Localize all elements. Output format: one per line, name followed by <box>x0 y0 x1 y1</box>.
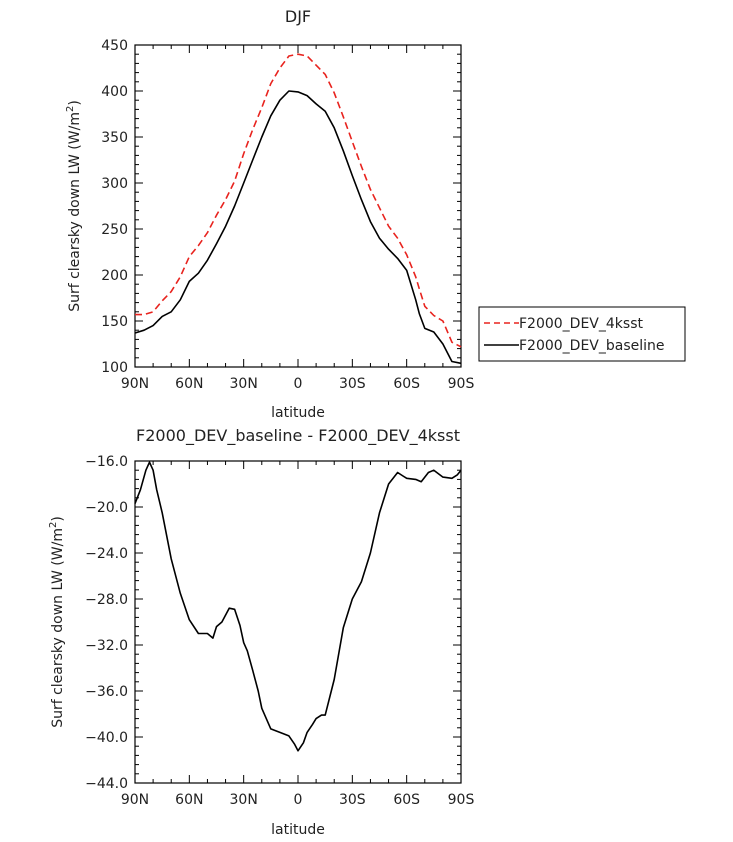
bottom-y-tick-label: −40.0 <box>85 730 128 746</box>
panel-top-plot-frame <box>134 44 462 368</box>
panel-bottom-title: F2000_DEV_baseline - F2000_DEV_4ksst <box>136 426 460 446</box>
top-y-tick-label: 400 <box>101 84 128 100</box>
top-x-tick-label: 60S <box>393 376 420 392</box>
top-series-line-0 <box>135 53 462 348</box>
bottom-y-tick-label: −28.0 <box>85 592 128 608</box>
panel-top-ticks: 90N 60N 30N 0 30S 60S 90S 100 150 200 250 300 350 400… <box>101 38 474 392</box>
bottom-x-tick-label: 30N <box>230 792 258 808</box>
top-x-tick-label: 30S <box>339 376 366 392</box>
legend-label-baseline: F2000_DEV_baseline <box>519 338 665 354</box>
top-x-tick-label: 90N <box>121 376 149 392</box>
bottom-x-tick-label: 30S <box>339 792 366 808</box>
legend-box <box>478 306 686 362</box>
bottom-x-tick-label: 0 <box>294 792 303 808</box>
bottom-y-tick-label: −36.0 <box>85 684 128 700</box>
panel-bottom-ticks: 90N 60N 30N 0 30S 60S 90S −44.0 −40.0 −36.0 −32.0 −… <box>85 454 474 808</box>
top-x-tick-label: 90S <box>448 376 475 392</box>
top-y-tick-label: 300 <box>101 176 128 192</box>
bottom-x-tick-label: 60N <box>175 792 203 808</box>
top-y-tick-label: 100 <box>101 360 128 376</box>
bottom-y-tick-label: −16.0 <box>85 454 128 470</box>
top-y-tick-label: 350 <box>101 130 128 146</box>
bottom-y-tick-label: −44.0 <box>85 776 128 792</box>
top-y-tick-label: 200 <box>101 268 128 284</box>
top-y-tick-label: 250 <box>101 222 128 238</box>
bottom-y-tick-label: −24.0 <box>85 546 128 562</box>
top-x-tick-label: 0 <box>294 376 303 392</box>
bottom-y-tick-label: −20.0 <box>85 500 128 516</box>
bottom-x-tick-label: 60S <box>393 792 420 808</box>
bottom-y-tick-label: −32.0 <box>85 638 128 654</box>
panel-bottom-y-axis-label: Surf clearsky down LW (W/m2) <box>48 516 66 728</box>
top-y-tick-label: 150 <box>101 314 128 330</box>
panel-top-chart: DJF 90N 60N 30N 0 30S 60S 90S 100 150 200 250 300 35… <box>65 7 686 421</box>
bottom-x-tick-label: 90N <box>121 792 149 808</box>
legend-label-4ksst: F2000_DEV_4ksst <box>519 316 643 332</box>
panel-bottom-series <box>134 461 462 752</box>
bottom-series-line-0 <box>134 461 462 752</box>
top-x-tick-label: 60N <box>175 376 203 392</box>
panel-top-x-axis-label: latitude <box>271 405 325 421</box>
panel-bottom-plot-frame <box>134 460 462 784</box>
top-x-tick-label: 30N <box>230 376 258 392</box>
panel-bottom-x-axis-label: latitude <box>271 822 325 838</box>
panel-bottom-chart: F2000_DEV_baseline - F2000_DEV_4ksst 90N… <box>48 426 474 838</box>
top-y-tick-label: 450 <box>101 38 128 54</box>
bottom-x-tick-label: 90S <box>448 792 475 808</box>
top-series-line-1 <box>134 90 462 365</box>
panel-top-y-axis-label: Surf clearsky down LW (W/m2) <box>65 100 83 312</box>
panel-top-title: DJF <box>285 7 311 26</box>
panel-top-legend: F2000_DEV_4ksst F2000_DEV_baseline <box>478 306 686 362</box>
panel-top-series <box>134 53 462 365</box>
